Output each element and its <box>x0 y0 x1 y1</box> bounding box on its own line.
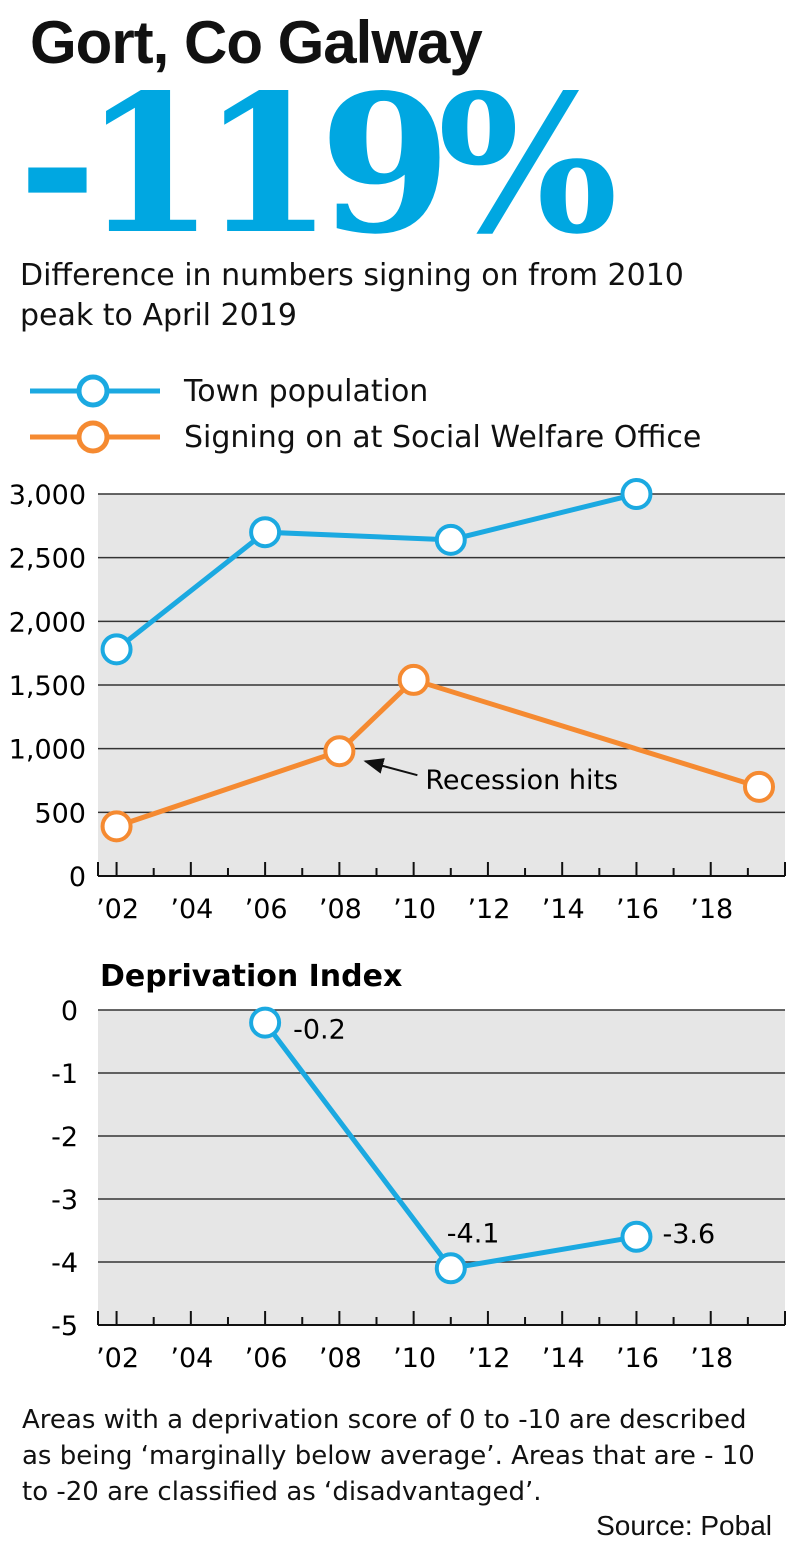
data-label: -0.2 <box>293 1015 346 1046</box>
data-point <box>434 523 467 556</box>
x-tick-label: ’12 <box>467 894 510 925</box>
data-point <box>100 633 133 666</box>
x-tick-label: ’12 <box>467 1343 510 1374</box>
y-tick-label: 3,000 <box>9 480 86 511</box>
y-tick-label: 500 <box>34 798 86 829</box>
y-tick-label: 0 <box>61 996 78 1027</box>
source-credit: Source: Pobal <box>596 1510 772 1541</box>
data-point <box>397 663 430 696</box>
y-tick-label: 2,000 <box>9 607 86 638</box>
y-tick-label: 2,500 <box>9 544 86 575</box>
series-line <box>115 677 760 829</box>
footnote: Areas with a deprivation score of 0 to -… <box>22 1405 755 1507</box>
legend-label-town-population: Town population <box>184 373 429 409</box>
data-label: -3.6 <box>662 1219 715 1250</box>
deprivation-index-chart: Deprivation Index 0 -1 -2 -3 -4 -5 ’02 ’04 ’06 ’08… <box>51 959 786 1374</box>
y-tick-label: -4 <box>51 1248 78 1279</box>
data-point <box>100 810 133 843</box>
x-tick-label: ’04 <box>170 894 213 925</box>
y-tick-label: 1,500 <box>9 671 86 702</box>
x-tick-label: ’08 <box>319 894 362 925</box>
x-tick-label: ’04 <box>170 1343 213 1374</box>
x-tick-label: ’06 <box>245 894 288 925</box>
data-point <box>434 1252 467 1285</box>
x-tick-label: ’10 <box>393 894 436 925</box>
data-point <box>743 770 776 803</box>
legend: Town population Signing on at Social Wel… <box>30 368 701 460</box>
x-tick-label: ’08 <box>319 1343 362 1374</box>
subtitle: Difference in numbers signing on from 20… <box>20 258 684 333</box>
y-tick-label: 0 <box>69 862 86 893</box>
y-tick-label: 1,000 <box>9 735 86 766</box>
legend-label-signing-on: Signing on at Social Welfare Office <box>184 419 702 455</box>
data-point <box>620 1220 653 1253</box>
x-tick-label: ’18 <box>690 894 733 925</box>
x-tick-label: ’18 <box>690 1343 733 1374</box>
chart-subtitle: Deprivation Index <box>100 959 402 994</box>
x-tick-label: ’02 <box>96 1343 139 1374</box>
x-tick-label: ’06 <box>245 1343 288 1374</box>
y-tick-label: -1 <box>51 1059 78 1090</box>
y-tick-label: -5 <box>51 1311 78 1342</box>
x-tick-label: ’14 <box>542 1343 585 1374</box>
data-point <box>249 1006 282 1039</box>
legend-swatch-signing-on <box>30 420 160 454</box>
legend-item-signing-on: Signing on at Social Welfare Office <box>30 414 701 460</box>
data-point <box>249 516 282 549</box>
data-point <box>323 735 356 768</box>
y-tick-label: -2 <box>51 1122 78 1153</box>
headline-percentage: -119% <box>18 53 618 276</box>
x-tick-label: ’16 <box>616 1343 659 1374</box>
data-label: -4.1 <box>447 1218 500 1249</box>
data-point <box>620 478 653 510</box>
x-tick-label: ’10 <box>393 1343 436 1374</box>
x-tick-label: ’16 <box>616 894 659 925</box>
population-signing-on-chart: 0 500 1,000 1,500 2,000 2,500 3,000 ’02 ’04 ’06 ’0… <box>9 478 786 925</box>
legend-item-town-population: Town population <box>30 368 701 414</box>
chart-title: Gort, Co Galway <box>30 9 483 76</box>
legend-swatch-town-population <box>30 374 160 408</box>
annotation-arrow <box>363 758 418 777</box>
series-line <box>115 491 638 652</box>
x-tick-label: ’14 <box>542 894 585 925</box>
annotation-recession-hits: Recession hits <box>425 765 618 796</box>
x-tick-label: ’02 <box>96 894 139 925</box>
y-tick-label: -3 <box>51 1185 78 1216</box>
